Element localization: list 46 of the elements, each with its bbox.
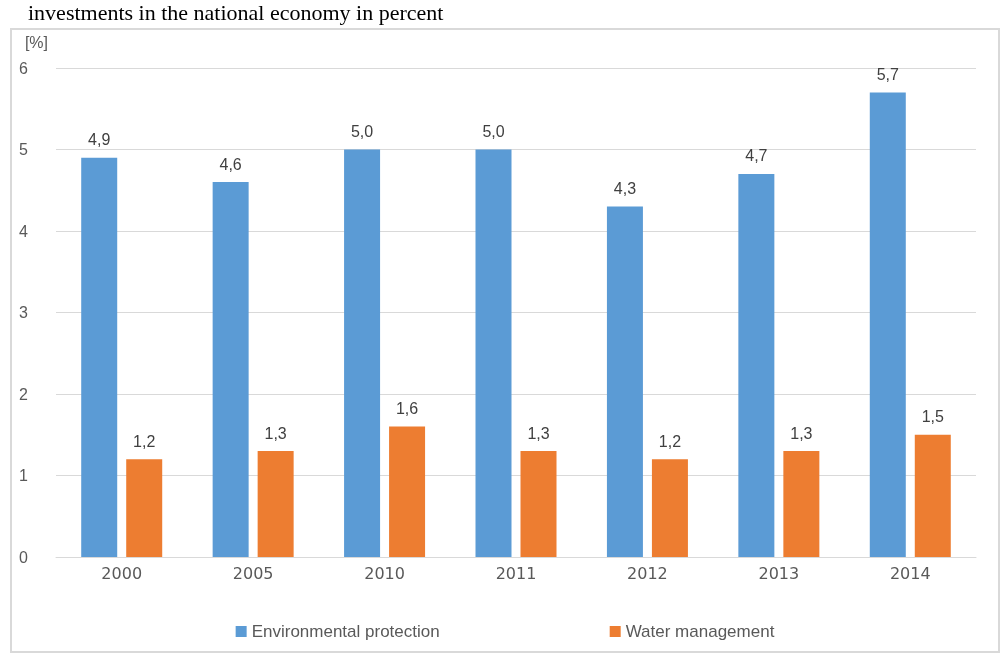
x-tick-label: 2010: [364, 563, 405, 583]
data-label: 1,3: [264, 424, 287, 442]
x-tick-label: 2005: [232, 563, 274, 583]
data-label: 5,0: [482, 123, 505, 140]
bar: [651, 459, 688, 557]
bar: [783, 451, 820, 557]
bar: [520, 451, 557, 557]
bar: [257, 451, 294, 557]
x-tick-label: 2000: [101, 563, 143, 583]
y-tick-label: 3: [19, 304, 29, 321]
y-tick-label: 0: [19, 548, 29, 566]
bar: [914, 434, 951, 557]
bar: [389, 426, 426, 557]
bar: [475, 149, 512, 557]
bar: [606, 206, 643, 557]
bar: [81, 157, 118, 557]
data-label: 1,5: [921, 408, 944, 426]
x-tick-label: 2012: [627, 563, 668, 583]
y-tick-label: 1: [19, 467, 29, 484]
y-tick-label: 5: [19, 141, 29, 158]
x-tick-label: 2013: [758, 563, 800, 583]
bar: [344, 149, 381, 557]
data-label: 4,3: [613, 180, 637, 198]
chart-title: investments in the national economy in percent: [28, 0, 444, 26]
legend-label: Water management: [625, 622, 775, 641]
data-label: 1,2: [133, 432, 156, 450]
data-label: 1,6: [395, 400, 419, 418]
x-tick-label: 2014: [889, 563, 931, 583]
bar: [212, 182, 249, 557]
data-label: 4,6: [219, 155, 242, 173]
legend-label: Environmental protection: [251, 622, 440, 641]
data-label: 1,2: [658, 432, 682, 450]
bar: [738, 173, 775, 557]
y-tick-label: 6: [19, 59, 29, 77]
data-label: 4,7: [745, 147, 768, 165]
y-tick-label: 4: [19, 222, 29, 240]
bar: [869, 92, 906, 557]
bar: [126, 459, 163, 557]
data-label: 5,7: [876, 65, 899, 83]
data-label: 5,0: [350, 123, 374, 140]
x-tick-label: 2011: [495, 563, 537, 583]
data-label: 1,3: [527, 424, 550, 442]
y-axis-title: [%]: [24, 33, 48, 51]
y-tick-label: 2: [19, 385, 29, 403]
data-label: 1,3: [790, 424, 813, 442]
data-label: 4,9: [88, 131, 111, 149]
